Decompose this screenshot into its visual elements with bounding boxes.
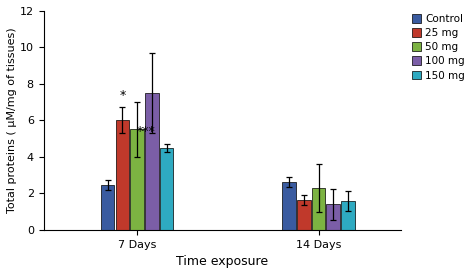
Bar [160, 148, 173, 230]
Bar [312, 188, 325, 230]
Bar [116, 120, 129, 230]
Bar [145, 93, 159, 230]
Text: ***: *** [137, 125, 155, 138]
Bar [341, 200, 355, 230]
Legend: Control, 25 mg, 50 mg, 100 mg, 150 mg: Control, 25 mg, 50 mg, 100 mg, 150 mg [410, 12, 467, 82]
Y-axis label: Total proteins ( μM/mg of tissues): Total proteins ( μM/mg of tissues) [7, 28, 17, 213]
Bar [101, 185, 114, 230]
X-axis label: Time exposure: Time exposure [176, 255, 268, 268]
Bar [327, 204, 340, 230]
Text: *: * [119, 89, 126, 102]
Bar [282, 182, 296, 230]
Bar [130, 130, 144, 230]
Bar [297, 200, 310, 230]
